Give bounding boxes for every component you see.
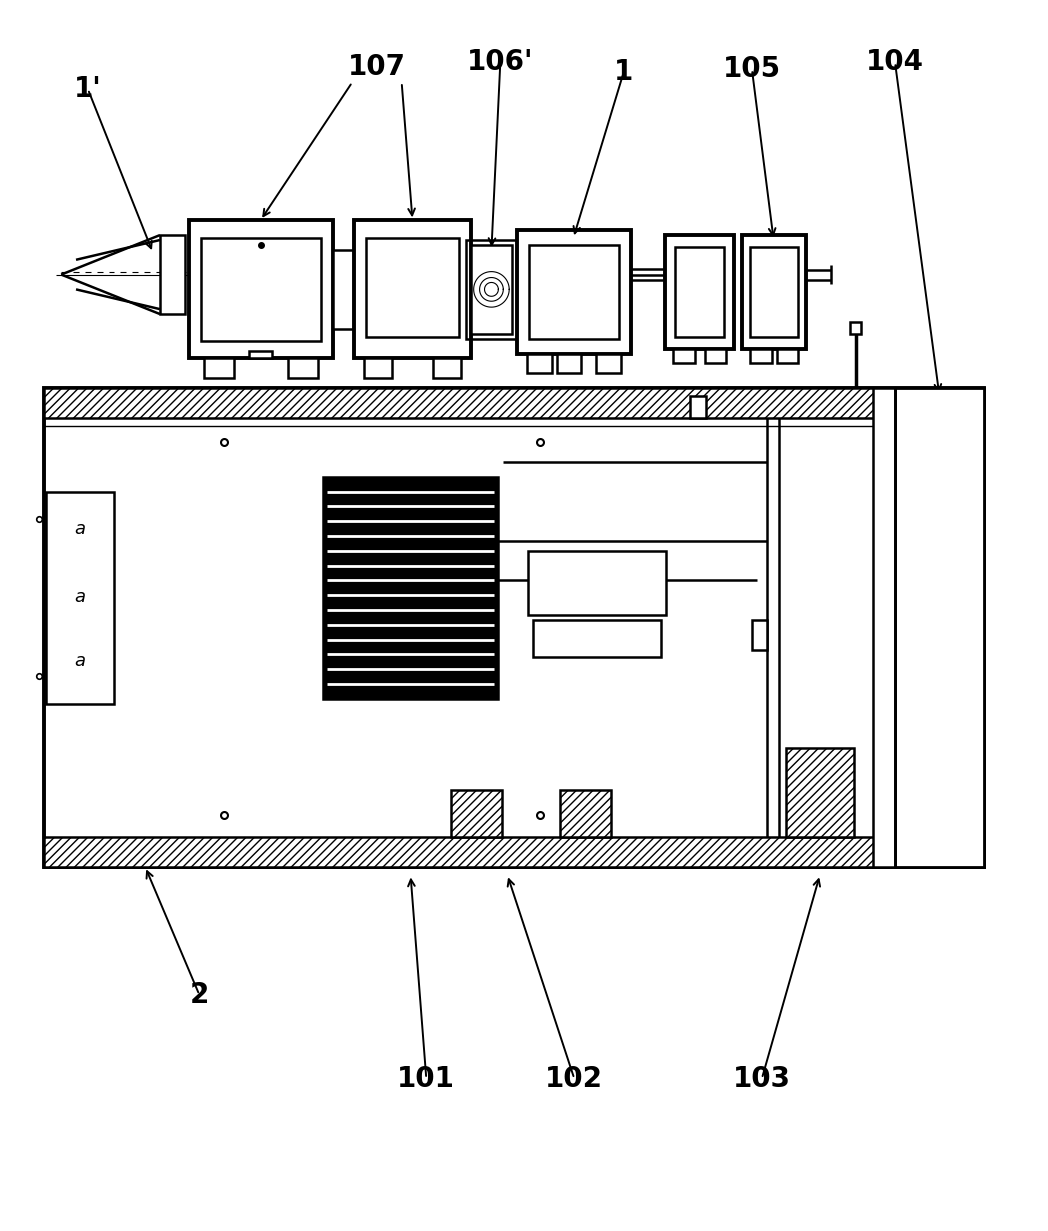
- Bar: [465, 240, 517, 339]
- Bar: [204, 358, 234, 378]
- Bar: [529, 245, 618, 339]
- Text: 101: 101: [397, 1065, 455, 1093]
- Bar: [556, 353, 582, 373]
- Text: 103: 103: [733, 1065, 791, 1093]
- Bar: [44, 388, 984, 867]
- Bar: [665, 235, 735, 348]
- Bar: [451, 789, 502, 837]
- Bar: [527, 353, 551, 373]
- Bar: [750, 348, 771, 363]
- Bar: [742, 235, 806, 348]
- Text: 106': 106': [467, 48, 533, 76]
- Bar: [44, 388, 984, 417]
- Bar: [786, 748, 853, 837]
- Text: 102: 102: [545, 1065, 604, 1093]
- Bar: [751, 620, 767, 650]
- Bar: [364, 358, 392, 378]
- Text: a: a: [74, 588, 86, 606]
- Bar: [201, 238, 321, 341]
- Bar: [850, 323, 861, 334]
- Bar: [898, 391, 981, 864]
- Bar: [366, 238, 459, 337]
- Bar: [895, 388, 984, 867]
- Text: 107: 107: [348, 53, 406, 81]
- Bar: [560, 789, 611, 837]
- Bar: [675, 247, 724, 337]
- Bar: [354, 220, 471, 358]
- Bar: [190, 220, 332, 358]
- Bar: [160, 235, 184, 314]
- Bar: [673, 348, 695, 363]
- Text: a: a: [74, 521, 86, 538]
- Bar: [44, 837, 984, 867]
- Bar: [596, 353, 620, 373]
- Text: 2: 2: [190, 981, 209, 1009]
- Bar: [323, 476, 499, 699]
- Bar: [517, 230, 631, 353]
- Bar: [288, 358, 318, 378]
- Bar: [46, 491, 113, 704]
- Bar: [332, 250, 354, 329]
- Text: 105: 105: [723, 55, 781, 84]
- Bar: [528, 550, 667, 616]
- Bar: [532, 620, 661, 657]
- Bar: [248, 351, 272, 358]
- Bar: [471, 245, 512, 334]
- Bar: [777, 348, 799, 363]
- Bar: [704, 348, 726, 363]
- Text: 1: 1: [614, 58, 633, 86]
- Text: 1': 1': [74, 75, 102, 103]
- Text: 104: 104: [866, 48, 924, 76]
- Bar: [433, 358, 461, 378]
- Text: a: a: [74, 652, 86, 671]
- Bar: [750, 247, 799, 337]
- Bar: [873, 388, 895, 867]
- Bar: [690, 396, 705, 417]
